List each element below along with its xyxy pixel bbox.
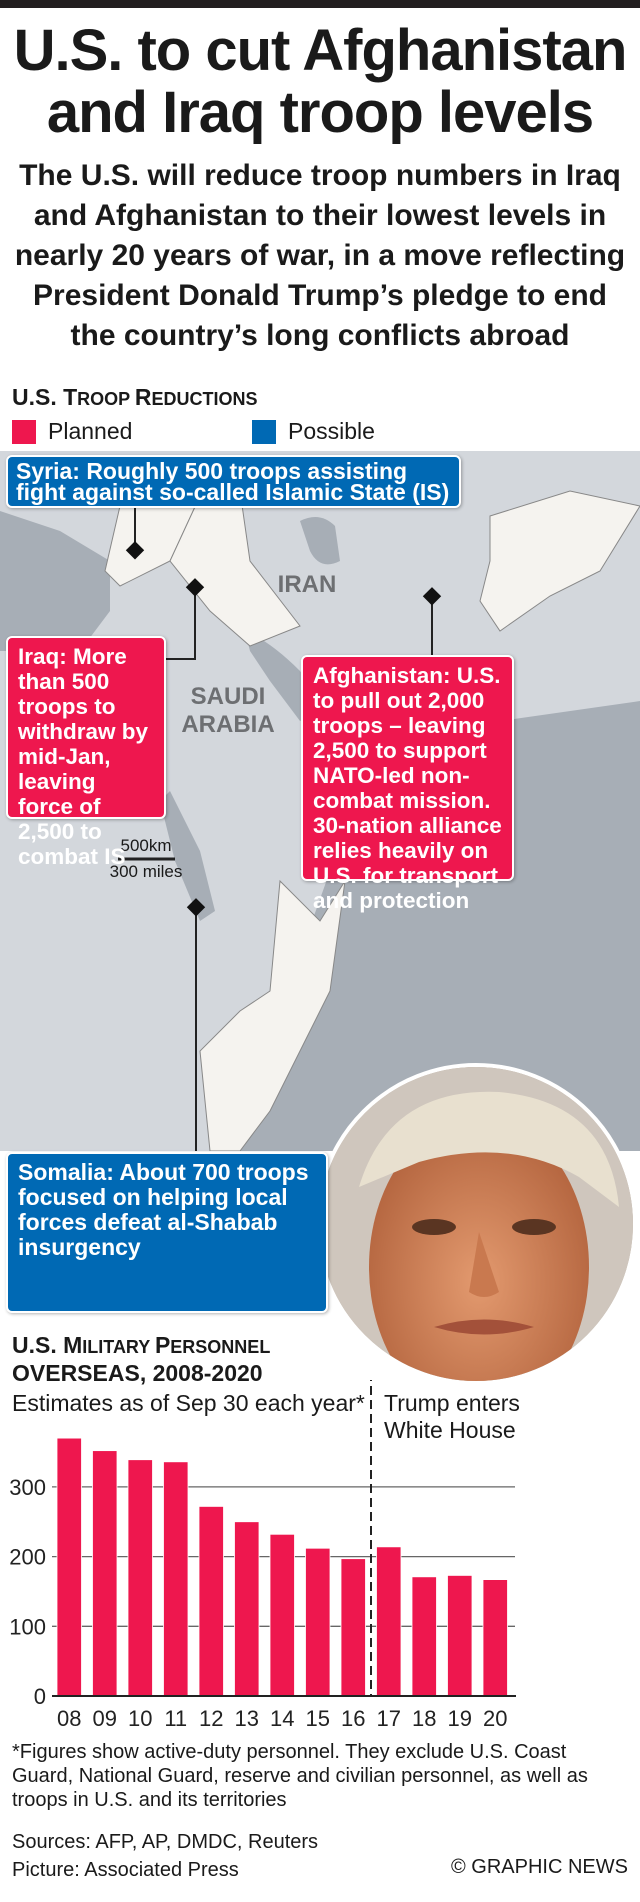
bar-10 [127,1459,153,1697]
bar-08 [56,1437,82,1697]
legend-possible: Possible [252,418,375,445]
x-tick-label: 08 [57,1706,81,1731]
bar-14 [269,1533,295,1697]
scale-miles: 300 miles [109,862,183,881]
photo-donald-trump [315,1063,637,1385]
bar-11 [163,1461,189,1697]
bar-13 [234,1521,260,1697]
x-tick-label: 10 [128,1706,152,1731]
legend-planned: Planned [12,418,132,445]
land-afghanistan [479,490,640,632]
bar-20 [482,1579,508,1697]
y-tick-label: 0 [34,1684,46,1709]
bar-15 [305,1547,331,1697]
sea-arabian [240,701,640,1151]
x-tick-label: 09 [93,1706,117,1731]
bar-18 [411,1576,437,1697]
headline-line: and Iraq troop levels [46,80,594,145]
callout-afghanistan: Afghanistan: U.S. to pull out 2,000 troo… [301,655,514,913]
headline-line: U.S. to cut Afghanistan [13,18,628,83]
y-tick-label: 300 [9,1475,46,1500]
scale-km: 500km [120,836,172,855]
x-tick-label: 19 [448,1706,472,1731]
x-tick-label: 12 [199,1706,223,1731]
sources: Sources: AFP, AP, DMDC, Reuters [12,1831,319,1853]
sea-caspian [300,517,340,565]
sea-mediterranean [0,511,110,651]
bar-chart: 0 100 200 300 08 09 10 11 12 13 14 15 16 17 18 19 20 [9,1380,516,1731]
bar-19 [447,1575,473,1697]
land-somalia [199,879,346,1151]
x-tick-label: 15 [306,1706,330,1731]
bar-12 [198,1506,224,1697]
bar-16 [340,1558,366,1697]
legend-swatch [252,419,276,444]
x-tick-label: 11 [164,1706,187,1731]
bar-09 [92,1450,118,1697]
top-bar [0,0,640,8]
x-tick-label: 17 [377,1706,401,1731]
x-tick-label: 13 [235,1706,259,1731]
footnote: *Figures show active-duty personnel. The… [12,1741,588,1811]
chart-subtitle: Estimates as of Sep 30 each year* [12,1390,365,1416]
y-tick-label: 200 [9,1545,46,1570]
subtitle: The U.S. will reduce troop numbers in Ir… [14,159,626,352]
chart-annotation: Trump enters White House [384,1390,520,1443]
map-label-saudi-arabia: SAUDI ARABIA [181,683,275,738]
picture-credit: Picture: Associated Press [12,1859,239,1881]
callout-syria: Syria: Roughly 500 troops assisting figh… [6,455,461,508]
callout-iraq: Iraq: More than 500 troops to withdraw b… [6,636,166,869]
map-label-iran: IRAN [277,571,337,598]
x-tick-label: 18 [412,1706,436,1731]
x-tick-label: 14 [270,1706,294,1731]
headline: U.S. to cut Afghanistan and Iraq troop le… [0,20,640,144]
legend-swatch [12,419,36,444]
somalia-marker-icon [186,898,206,917]
map [0,451,640,1151]
x-tick-label: 20 [483,1706,507,1731]
afghanistan-marker-icon [422,587,442,606]
bar-17 [376,1546,402,1697]
sea-red [160,791,215,921]
brand-credit: © GRAPHIC NEWS [451,1856,628,1878]
section-heading-military-personnel: U.S. MILITARY PERSONNEL OVERSEAS, 2008-20… [12,1332,271,1386]
callout-somalia: Somalia: About 700 troops focused on hel… [6,1152,328,1313]
iraq-marker-icon [185,578,205,597]
section-heading-troop-reductions: U.S. TROOP REDUCTIONS [12,384,258,410]
y-tick-label: 100 [9,1614,46,1639]
credits: Sources: AFP, AP, DMDC, Reuters Picture: … [12,1828,318,1884]
x-tick-label: 16 [341,1706,365,1731]
